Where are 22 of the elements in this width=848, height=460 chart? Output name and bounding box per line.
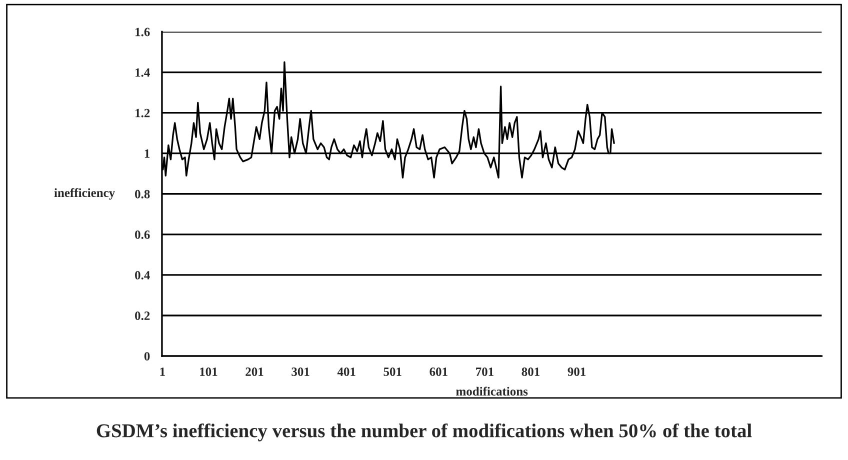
y-tick-label: 1.4 [136, 68, 150, 77]
x-tick-label: 501 [384, 368, 402, 376]
x-tick-label: 101 [200, 368, 218, 376]
y-tick-label: 0.6 [135, 230, 150, 239]
x-axis-title: modifications [456, 386, 528, 396]
text: GSDM’s inefficiency versus the number of modifications when 50% of the total [96, 423, 752, 442]
x-tick-label: 201 [246, 368, 264, 376]
x-tick-label: 701 [476, 368, 494, 376]
y-axis-title: inefficiency [54, 188, 115, 200]
y-tick-label: 0.8 [135, 190, 150, 198]
x-tick-label: 601 [430, 368, 448, 376]
y-tick-label: 0.2 [135, 312, 150, 320]
x-tick-label: 801 [522, 368, 540, 376]
y-tick-label: 0 [144, 352, 150, 360]
x-tick-label: 1 [160, 368, 165, 376]
y-tick-label: 1.2 [136, 108, 150, 118]
x-tick-label: 301 [292, 368, 310, 376]
y-tick-label: 1.6 [136, 28, 150, 36]
x-tick-label: 401 [337, 368, 356, 376]
x-tick-label: 901 [568, 368, 586, 376]
y-tick-label: 1 [144, 149, 150, 158]
y-tick-label: 0.4 [135, 270, 150, 280]
